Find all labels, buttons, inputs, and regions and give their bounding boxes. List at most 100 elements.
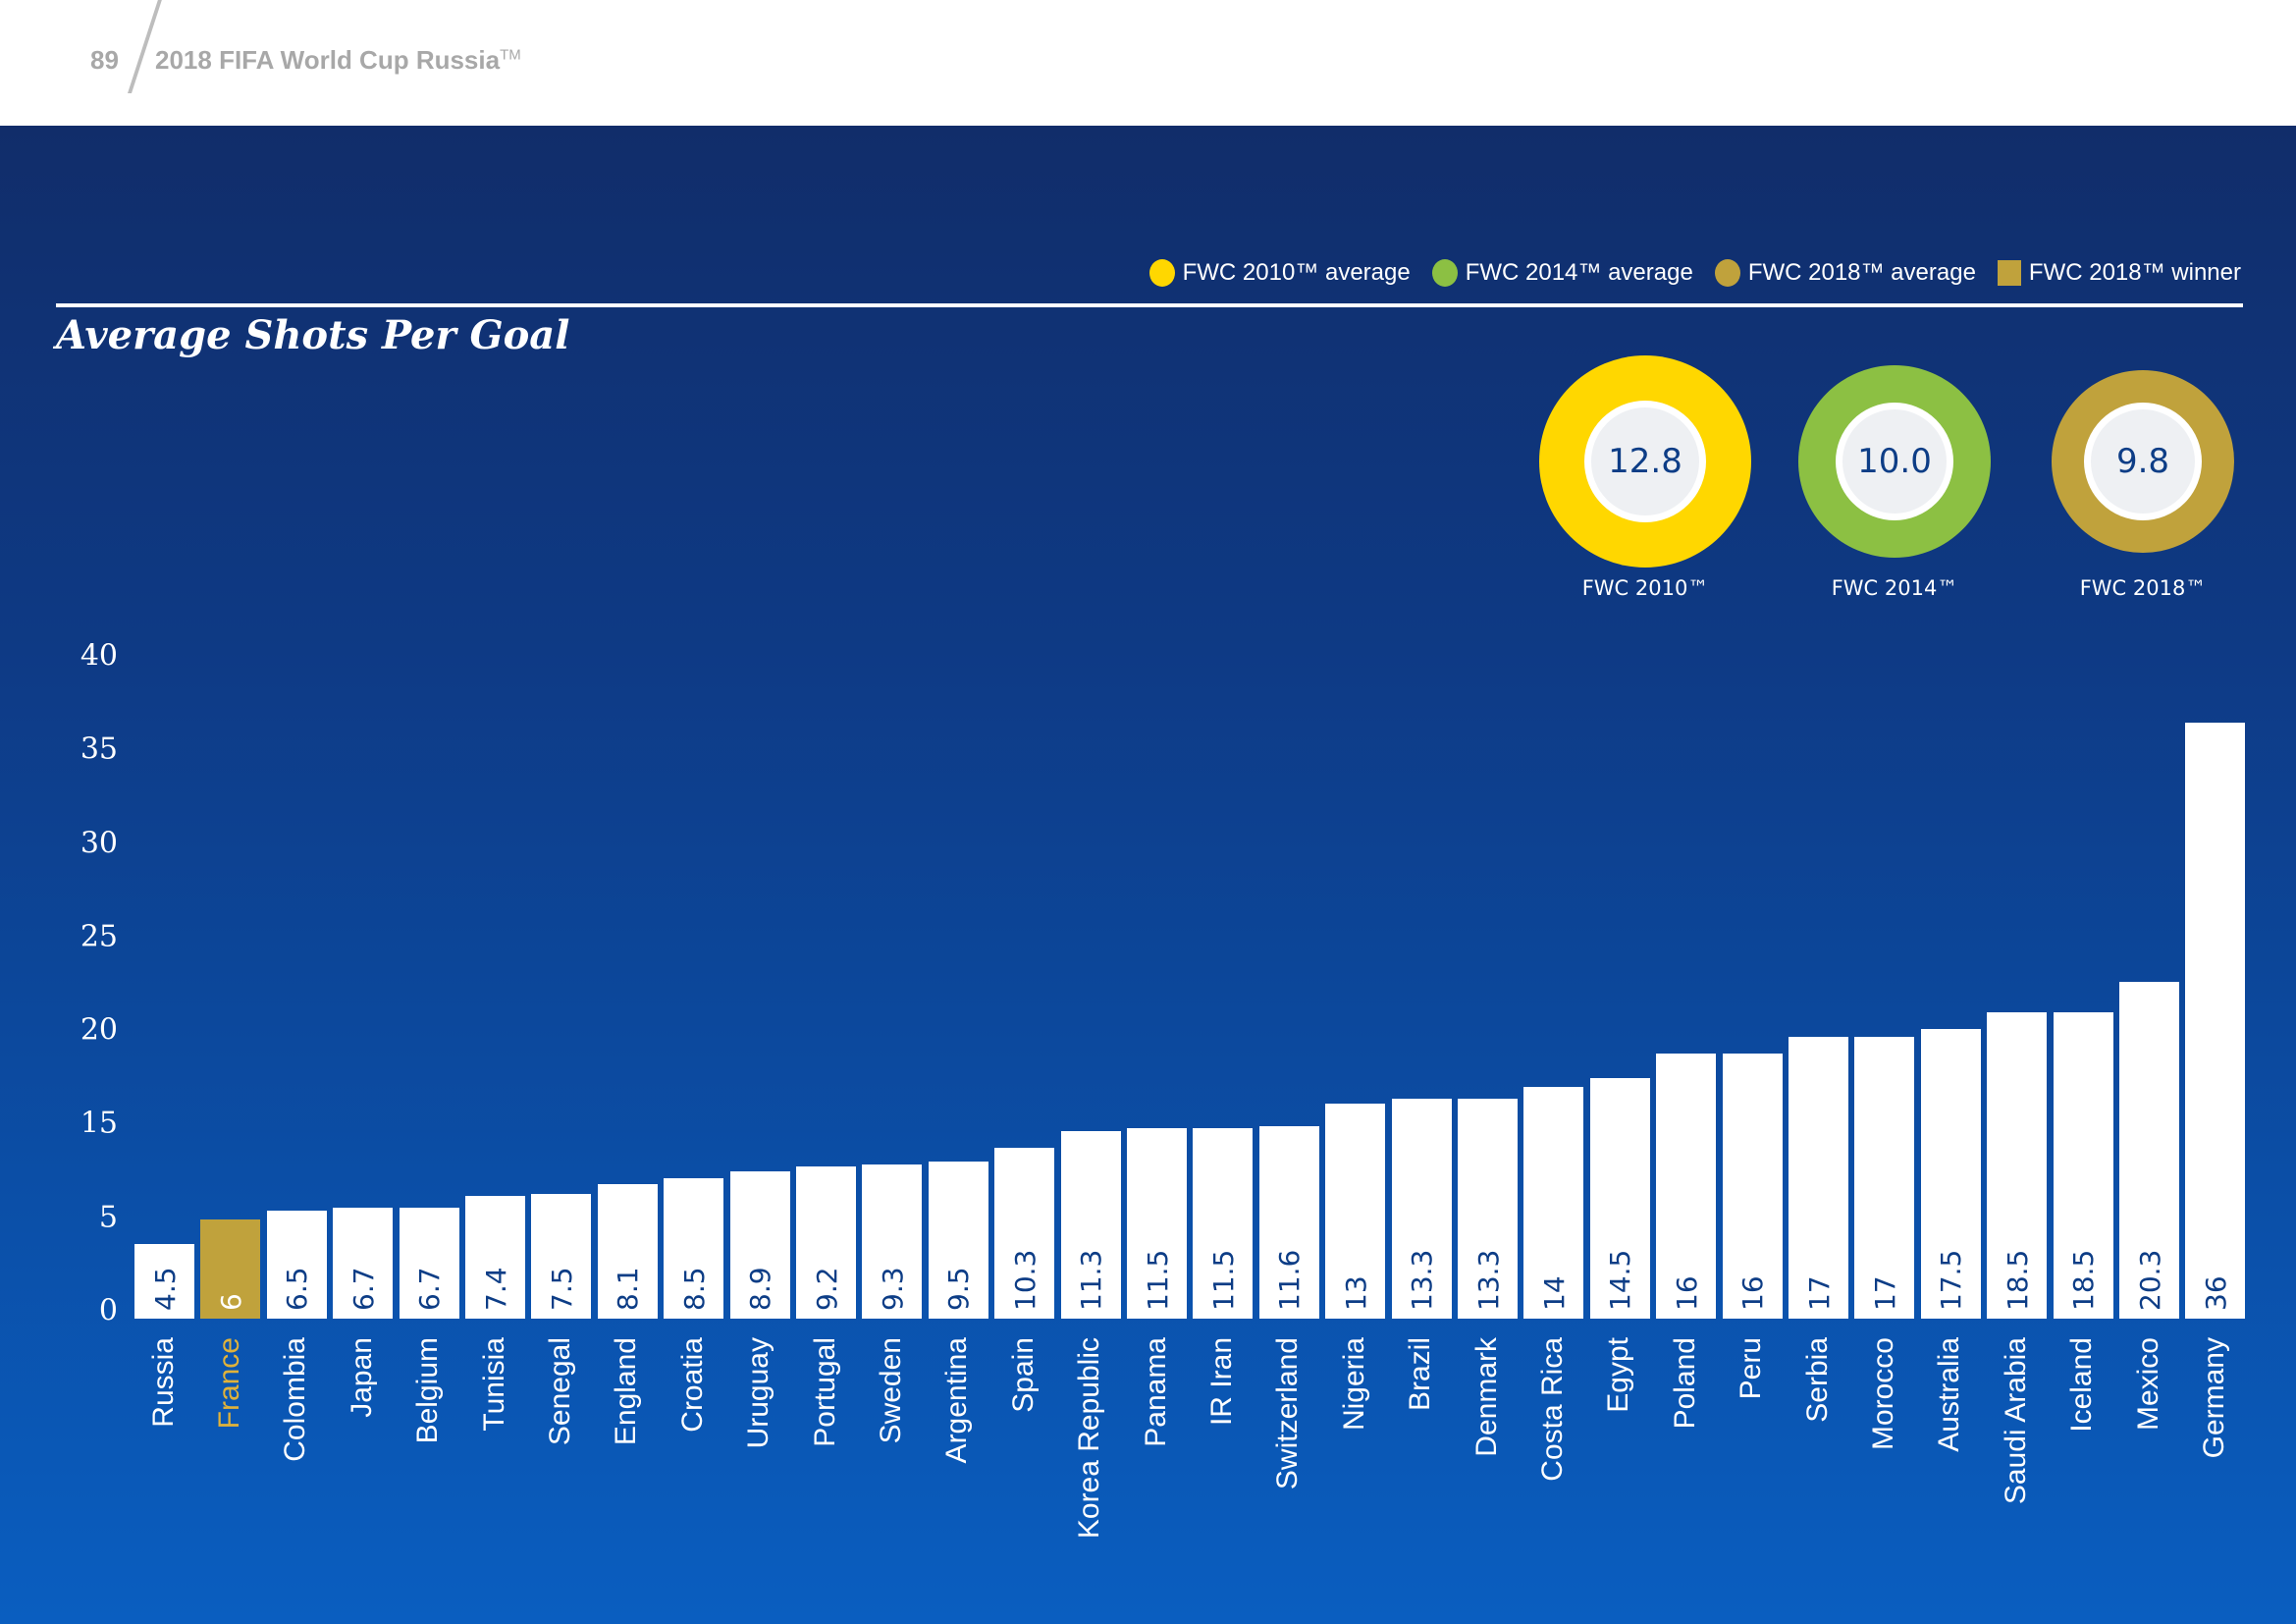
legend-item: FWC 2018™ average xyxy=(1714,259,1976,287)
category-label: Poland xyxy=(1668,1337,1701,1430)
bar xyxy=(729,1170,790,1319)
bar xyxy=(1854,1037,1915,1319)
category-label: Denmark xyxy=(1469,1337,1503,1457)
legend-label: FWC 2014™ average xyxy=(1465,259,1693,286)
category-label: Uruguay xyxy=(742,1337,775,1449)
category-label: Korea Republic xyxy=(1073,1337,1106,1540)
bar xyxy=(1193,1127,1254,1319)
bar-value-label: 6.5 xyxy=(281,1267,314,1311)
category-label: Japan xyxy=(345,1337,378,1418)
average-label: FWC 2010™ xyxy=(1581,576,1709,600)
square-swatch-icon xyxy=(1997,260,2021,286)
bar-value-label: 18.5 xyxy=(2067,1249,2101,1311)
bar-value-label: 36 xyxy=(2199,1275,2232,1311)
bar-value-label: 11.3 xyxy=(1075,1249,1108,1311)
bar-value-label: 4.5 xyxy=(148,1267,182,1311)
y-tick-label: 40 xyxy=(80,638,118,674)
bar-value-label: 11.5 xyxy=(1141,1249,1174,1311)
bar-value-label: 14.5 xyxy=(1604,1249,1637,1311)
category-label: Brazil xyxy=(1404,1337,1437,1412)
category-label: Egypt xyxy=(1602,1337,1635,1413)
y-tick-label: 25 xyxy=(80,919,118,954)
bar xyxy=(134,1244,194,1319)
category-label: Germany xyxy=(2197,1337,2230,1459)
category-label: Australia xyxy=(1933,1337,1966,1452)
category-label: Serbia xyxy=(1800,1337,1834,1423)
category-label: Panama xyxy=(1139,1337,1172,1447)
bar-value-label: 10.3 xyxy=(1008,1249,1041,1311)
bar-value-label: 11.6 xyxy=(1273,1249,1307,1311)
bar-value-label: 6.7 xyxy=(413,1267,447,1311)
category-label: Colombia xyxy=(279,1337,312,1462)
bar xyxy=(1258,1126,1319,1319)
average-label: FWC 2018™ xyxy=(2079,576,2207,600)
category-label: Sweden xyxy=(874,1337,907,1444)
bar xyxy=(399,1207,459,1319)
page-number: 89 xyxy=(90,45,119,75)
category-label: Nigeria xyxy=(1337,1337,1370,1432)
bar xyxy=(1789,1037,1848,1319)
bar xyxy=(1656,1054,1717,1319)
bar xyxy=(531,1194,592,1319)
bar-value-label: 18.5 xyxy=(2001,1249,2034,1311)
average-ring: 12.8 xyxy=(1539,355,1751,568)
category-label: Spain xyxy=(1006,1337,1040,1413)
bar-value-label: 7.4 xyxy=(479,1267,512,1311)
bar-value-label: 16 xyxy=(1670,1275,1703,1311)
bar xyxy=(1523,1086,1584,1319)
bar-value-label: 17.5 xyxy=(1935,1249,1968,1311)
bar xyxy=(1589,1078,1650,1319)
category-label: IR Iran xyxy=(1204,1337,1238,1427)
bar xyxy=(1458,1098,1518,1319)
y-tick-label: 15 xyxy=(80,1106,118,1141)
bar-value-label: 13 xyxy=(1339,1275,1372,1311)
bar-value-label: 11.5 xyxy=(1206,1249,1240,1311)
category-label: France xyxy=(212,1337,245,1430)
bar xyxy=(1920,1028,1981,1319)
bar xyxy=(994,1148,1055,1319)
bar-value-label: 8.9 xyxy=(744,1267,777,1311)
circle-swatch-icon xyxy=(1148,259,1175,287)
bar xyxy=(862,1164,923,1319)
bar xyxy=(200,1218,261,1319)
category-label: Russia xyxy=(146,1337,180,1428)
category-label: Morocco xyxy=(1866,1337,1899,1451)
category-label: Argentina xyxy=(940,1337,974,1464)
bar-value-label: 7.5 xyxy=(545,1267,578,1311)
bar-value-label: 16 xyxy=(1736,1275,1770,1311)
bar xyxy=(2185,722,2246,1319)
y-tick-label: 30 xyxy=(80,826,118,861)
average-value: 12.8 xyxy=(1584,401,1706,522)
bar xyxy=(266,1211,327,1319)
bar-value-label: 17 xyxy=(1802,1275,1836,1311)
category-label: Senegal xyxy=(543,1337,576,1446)
y-tick-label: 20 xyxy=(80,1012,118,1048)
y-tick-label: 0 xyxy=(98,1293,118,1328)
bar xyxy=(1391,1098,1452,1319)
document-title-text: 2018 FIFA World Cup Russia xyxy=(155,45,501,75)
legend-item: FWC 2018™ winner xyxy=(1997,259,2241,287)
category-label: Iceland xyxy=(2065,1337,2099,1433)
bar xyxy=(1127,1127,1187,1319)
bar xyxy=(1987,1011,2048,1319)
bar xyxy=(796,1165,856,1319)
legend-item: FWC 2014™ average xyxy=(1431,259,1693,287)
chart-title: Average Shots Per Goal xyxy=(56,312,570,358)
legend: FWC 2010™ average FWC 2014™ average FWC 20… xyxy=(1148,259,2241,287)
circle-swatch-icon xyxy=(1431,259,1458,287)
y-tick-label: 5 xyxy=(98,1200,118,1235)
bar-value-label: 9.5 xyxy=(942,1267,976,1311)
bar-value-label: 13.3 xyxy=(1471,1249,1505,1311)
bar xyxy=(1060,1131,1121,1319)
bar-value-label: 6.7 xyxy=(347,1267,380,1311)
average-label: FWC 2014™ xyxy=(1831,576,1958,600)
category-label: Saudi Arabia xyxy=(1999,1337,2032,1505)
bar xyxy=(333,1207,394,1319)
bar xyxy=(2053,1011,2113,1319)
average-value: 10.0 xyxy=(1836,403,1953,520)
category-label: Belgium xyxy=(411,1337,445,1444)
category-label: Costa Rica xyxy=(1535,1337,1569,1482)
average-value: 9.8 xyxy=(2084,403,2202,520)
category-label: Mexico xyxy=(2131,1337,2164,1432)
page-header: 89 2018 FIFA World Cup RussiaTM xyxy=(0,0,2296,126)
